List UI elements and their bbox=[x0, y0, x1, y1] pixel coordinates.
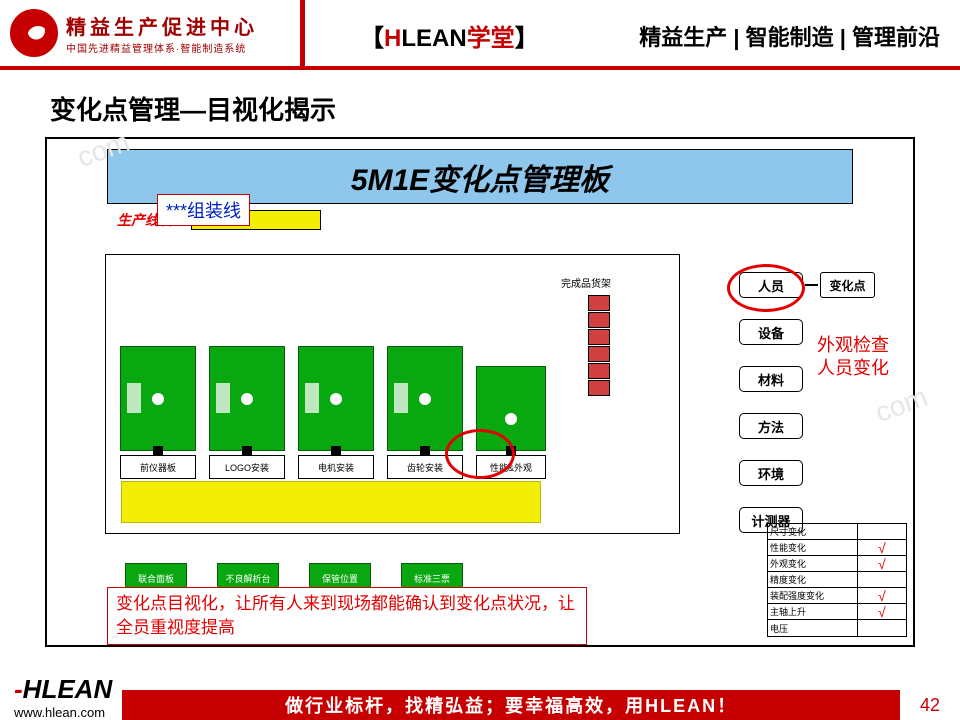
board-diagram: 5M1E变化点管理板 生产线名： ***组装线 前仪器板 LOGO安装 电机安装… bbox=[45, 137, 915, 647]
cell bbox=[858, 524, 906, 539]
page-number: 42 bbox=[900, 690, 960, 720]
finished-goods-label: 完成品货架 bbox=[561, 275, 611, 290]
station-2: LOGO安装 bbox=[209, 346, 285, 479]
cell: 尺寸变化 bbox=[768, 524, 858, 539]
brand-lean: LEAN bbox=[401, 25, 466, 52]
station-3: 电机安装 bbox=[298, 346, 374, 479]
highlight-circle-station bbox=[445, 429, 515, 479]
footer-brand: HLEAN bbox=[23, 674, 113, 704]
cell: √ bbox=[858, 604, 906, 619]
logo-group: 精益生产促进中心 中国先进精益管理体系·智能制造系统 bbox=[0, 0, 300, 66]
annotation-right: 外观检查人员变化 bbox=[817, 334, 902, 381]
logo-title: 精益生产促进中心 bbox=[66, 11, 258, 40]
stations-panel: 前仪器板 LOGO安装 电机安装 齿轮安装 性能&外观 完成品货架 bbox=[105, 254, 680, 534]
change-mini-table: 尺寸变化 性能变化√ 外观变化√ 精度变化 装配强度变化√ 主轴上升√ 电压 bbox=[767, 523, 907, 637]
cell: 主轴上升 bbox=[768, 604, 858, 619]
footer-slogan: 做行业标杆，找精弘益；要幸福高效，用HLEAN！ bbox=[122, 690, 900, 720]
cat-header-right: 变化点 bbox=[820, 272, 875, 298]
station-1: 前仪器板 bbox=[120, 346, 196, 479]
footer-logo: -HLEAN bbox=[14, 674, 112, 705]
watermark: com bbox=[871, 381, 932, 429]
logo-subtitle: 中国先进精益管理体系·智能制造系统 bbox=[66, 40, 258, 55]
cell: 外观变化 bbox=[768, 556, 858, 571]
finished-goods-rack bbox=[588, 295, 612, 397]
header-tagline: 精益生产 | 智能制造 | 管理前沿 bbox=[639, 20, 940, 52]
cell: 装配强度变化 bbox=[768, 588, 858, 603]
cat-equipment: 设备 bbox=[739, 319, 803, 345]
cell: √ bbox=[858, 588, 906, 603]
footer: -HLEAN www.hlean.com 做行业标杆，找精弘益；要幸福高效，用H… bbox=[0, 666, 960, 720]
brand-h: H bbox=[384, 25, 401, 52]
divider bbox=[300, 0, 305, 66]
footer-url: www.hlean.com bbox=[14, 705, 112, 720]
header-center: 【HLEAN学堂】 bbox=[360, 18, 539, 53]
cell: 精度变化 bbox=[768, 572, 858, 587]
cell: √ bbox=[858, 556, 906, 571]
cell bbox=[858, 572, 906, 587]
cell bbox=[858, 620, 906, 636]
station-label: 电机安装 bbox=[298, 455, 374, 479]
footer-dash: - bbox=[14, 674, 23, 704]
bracket: 】 bbox=[515, 25, 539, 52]
highlight-circle-person bbox=[727, 264, 805, 312]
machine-icon bbox=[209, 346, 285, 451]
brand-tag: 学堂 bbox=[467, 25, 515, 52]
callout-assembly-line: ***组装线 bbox=[157, 194, 250, 226]
machine-icon bbox=[387, 346, 463, 451]
machine-icon bbox=[120, 346, 196, 451]
connector bbox=[805, 284, 818, 286]
cat-method: 方法 bbox=[739, 413, 803, 439]
header: 精益生产促进中心 中国先进精益管理体系·智能制造系统 【HLEAN学堂】 精益生… bbox=[0, 0, 960, 70]
page-title: 变化点管理—目视化揭示 bbox=[50, 90, 960, 127]
conveyor-bar bbox=[121, 481, 541, 523]
cat-material: 材料 bbox=[739, 366, 803, 392]
bracket: 【 bbox=[360, 25, 384, 52]
cat-env: 环境 bbox=[739, 460, 803, 486]
cell: 性能变化 bbox=[768, 540, 858, 555]
station-label: LOGO安装 bbox=[209, 455, 285, 479]
station-label: 前仪器板 bbox=[120, 455, 196, 479]
brand-logo-icon bbox=[10, 9, 58, 57]
cell: √ bbox=[858, 540, 906, 555]
callout-bottom: 变化点目视化，让所有人来到现场都能确认到变化点状况，让全员重视度提高 bbox=[107, 587, 587, 645]
cell: 电压 bbox=[768, 620, 858, 636]
machine-icon bbox=[298, 346, 374, 451]
